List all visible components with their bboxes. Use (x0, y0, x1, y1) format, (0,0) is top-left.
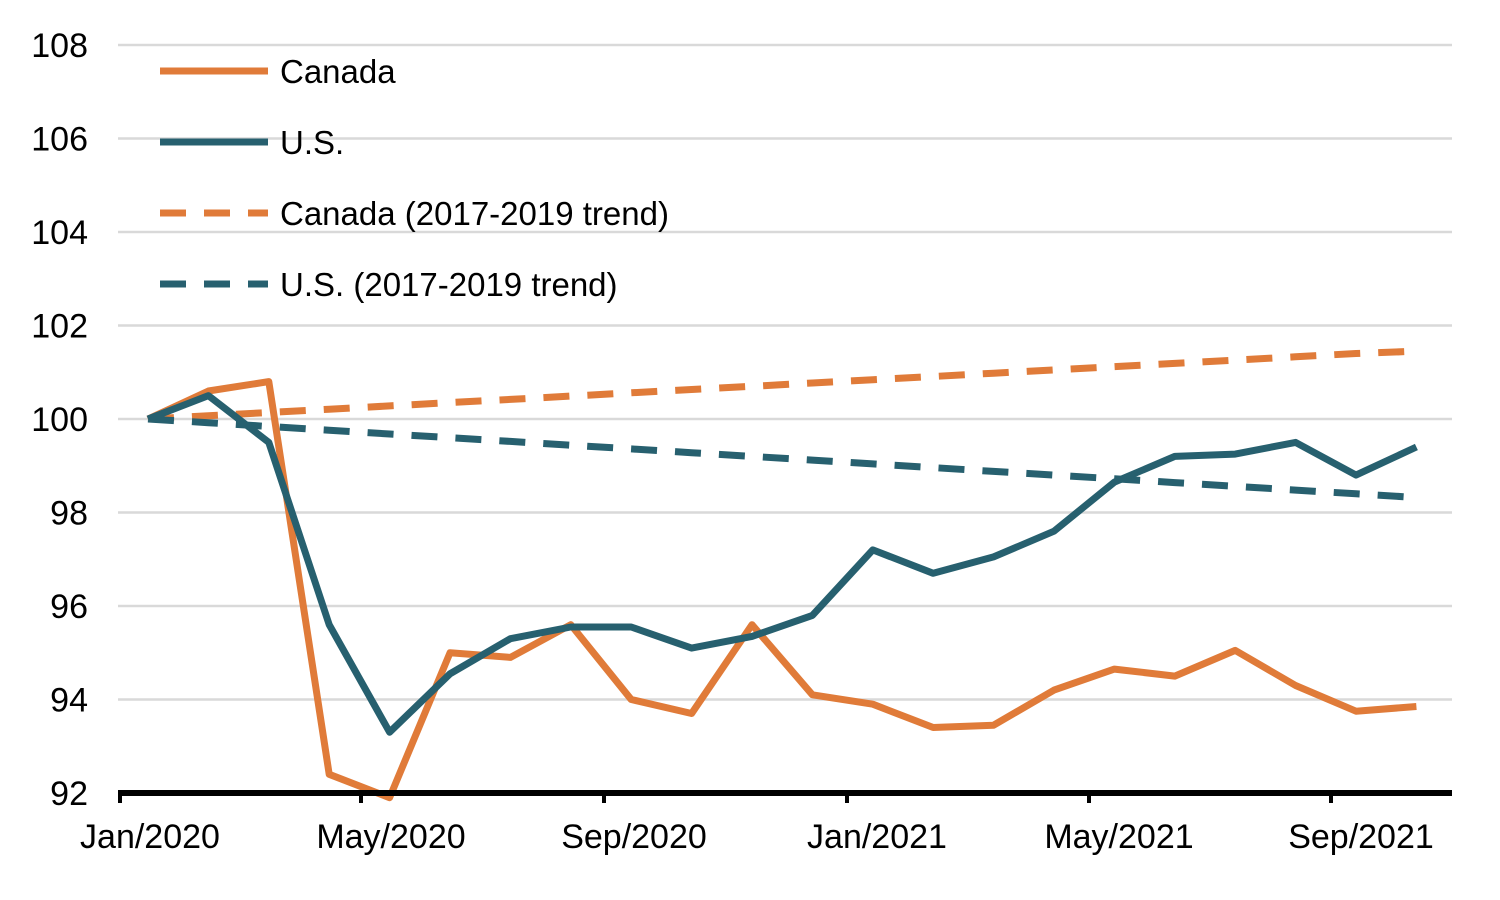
x-tick-label: Sep/2020 (561, 818, 707, 856)
y-tick-label: 92 (50, 775, 88, 813)
y-tick-label: 96 (50, 588, 88, 626)
x-tick-label: Sep/2021 (1288, 818, 1434, 856)
x-tick-label: May/2020 (316, 818, 465, 856)
series-line-u-s-2017-2019-trend (147, 415, 1417, 501)
series-line-u-s (146, 392, 1418, 736)
y-tick-label: 98 (50, 495, 88, 533)
y-tick-label: 108 (31, 27, 88, 65)
legend: Canada U.S. Canada (2017-2019 trend) U.S. (… (160, 53, 669, 303)
series-lines (146, 347, 1418, 802)
y-tick-label: 102 (31, 308, 88, 346)
legend-label-canada: Canada (280, 53, 396, 90)
x-tick-label: Jan/2021 (807, 818, 947, 856)
y-tick-label: 106 (31, 121, 88, 159)
x-tick-label: Jan/2020 (80, 818, 220, 856)
legend-label-u-s: U.S. (280, 124, 344, 161)
x-tick-label: May/2021 (1044, 818, 1193, 856)
series-line-canada (146, 378, 1417, 802)
y-axis: 92 94 96 98 100 102 104 106 108 (31, 27, 88, 813)
series-line-canada-2017-2019-trend (147, 347, 1417, 423)
x-axis: Jan/2020 May/2020 Sep/2020 Jan/2021 May/2021… (80, 790, 1452, 856)
y-tick-label: 104 (31, 214, 88, 252)
y-tick-label: 100 (31, 401, 88, 439)
grid-lines (118, 43, 1452, 701)
legend-label-canada-2017-2019-trend: Canada (2017-2019 trend) (280, 195, 669, 232)
y-tick-label: 94 (50, 682, 88, 720)
legend-label-u-s-2017-2019-trend: U.S. (2017-2019 trend) (280, 266, 618, 303)
